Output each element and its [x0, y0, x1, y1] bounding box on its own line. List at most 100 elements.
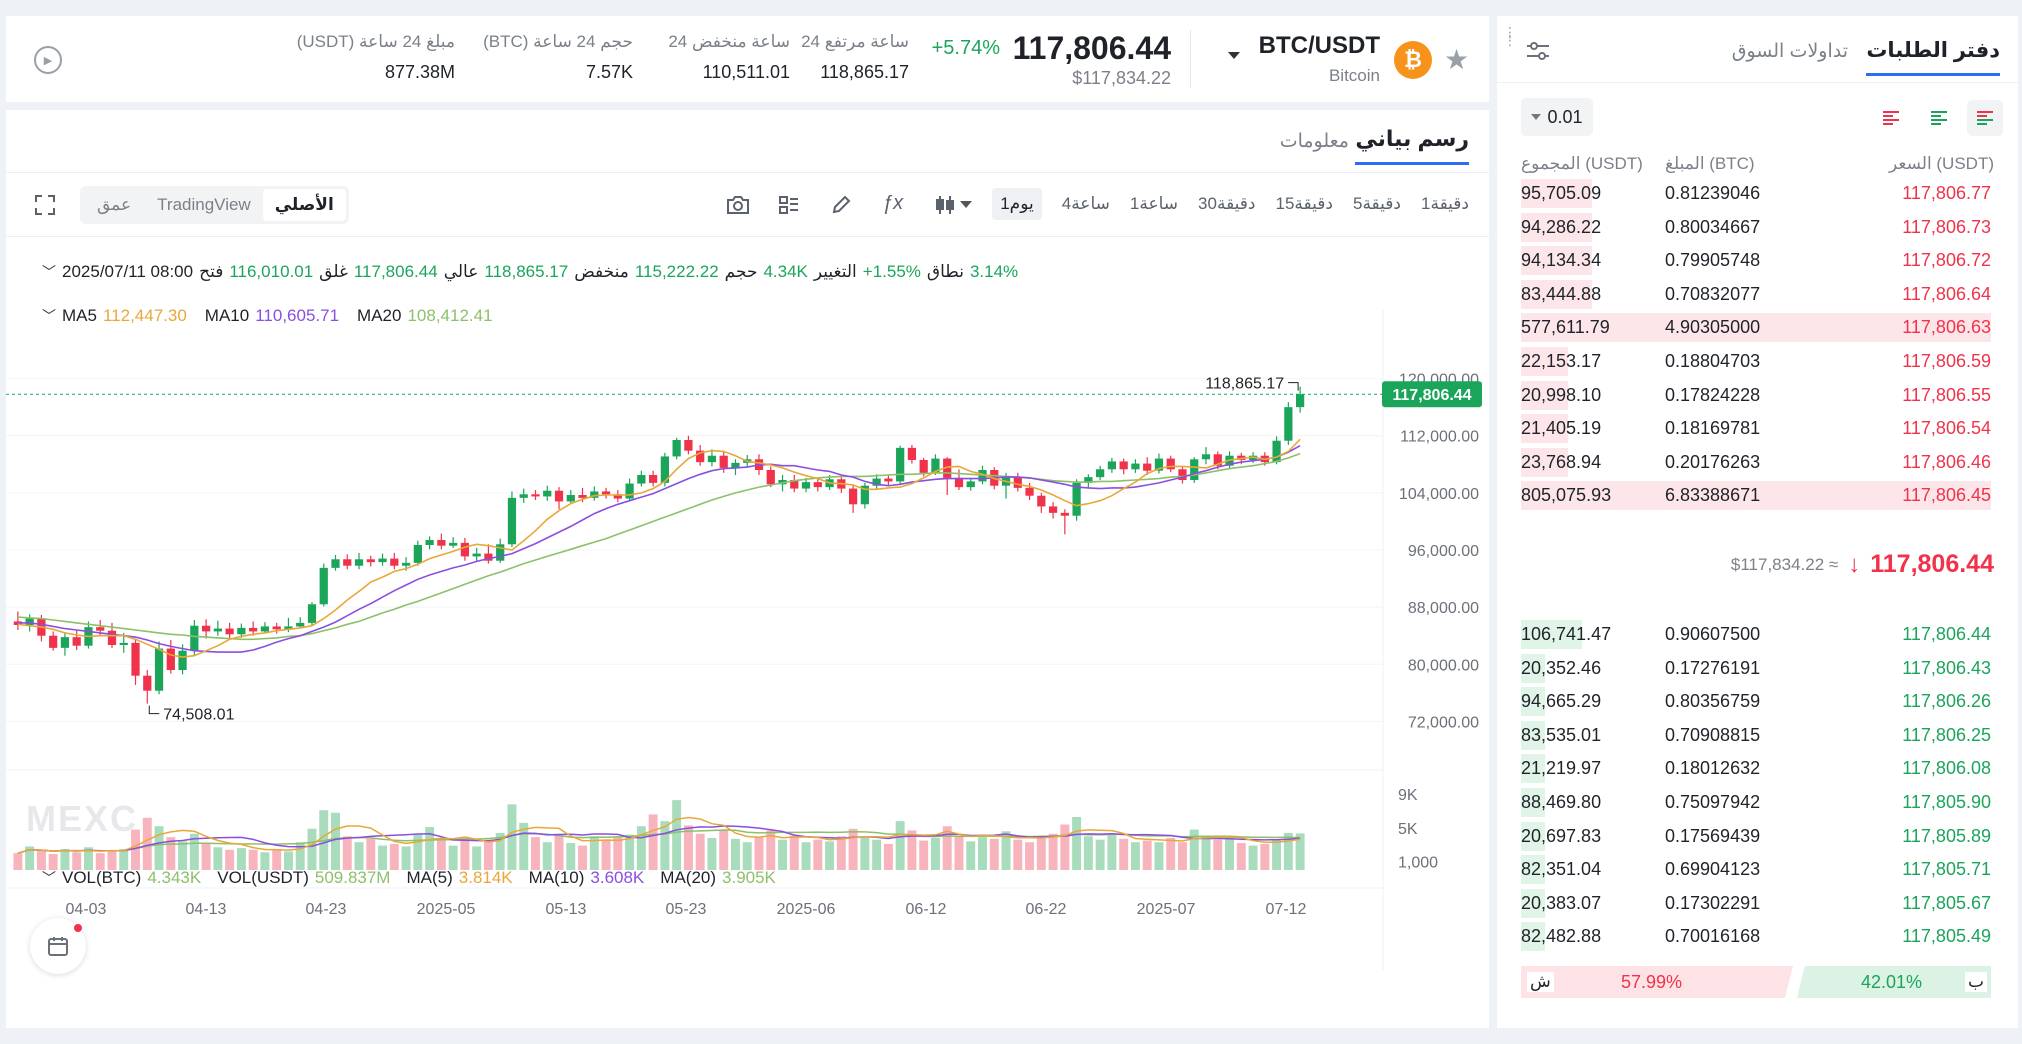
ask-row[interactable]: 21,405.19 0.18169781 117,806.54: [1521, 412, 1991, 445]
ask-row[interactable]: 20,998.10 0.17824228 117,806.55: [1521, 379, 1991, 412]
interval-15m[interactable]: 15دقيقة: [1275, 194, 1333, 213]
volume-bar: [625, 834, 635, 870]
collapse-chevron-icon[interactable]: ﹀: [42, 870, 56, 886]
x-tick-label: 2025-07: [1137, 901, 1196, 918]
interval-more-chevron-icon[interactable]: [960, 200, 973, 208]
bid-row[interactable]: 21,219.97 0.18012632 117,806.08: [1521, 752, 1991, 785]
order-price: 117,805.67: [1902, 892, 1991, 913]
tab-info[interactable]: معلومات: [1279, 131, 1349, 152]
volume-bar: [189, 833, 199, 870]
pair-name: BTC/USDT: [1258, 32, 1380, 59]
x-tick-label: 07-12: [1266, 901, 1307, 918]
ask-row[interactable]: 22,153.17 0.18804703 117,806.59: [1521, 345, 1991, 378]
calendar-icon[interactable]: [30, 918, 86, 974]
depth-bar: [1521, 212, 1592, 242]
sell-percent: 57.99%: [1621, 972, 1683, 992]
bid-row[interactable]: 82,482.88 0.70016168 117,805.49: [1521, 920, 1991, 953]
volume-bar: [1119, 838, 1129, 870]
volume-bar: [507, 804, 517, 870]
order-price: 117,806.73: [1902, 216, 1991, 237]
fullscreen-icon[interactable]: [34, 194, 56, 221]
ask-row[interactable]: 95,705.09 0.81239046 117,806.77: [1521, 177, 1991, 210]
volume-bar: [554, 835, 564, 870]
bids-list: 106,741.47 0.90607500 117,806.44 20,352.46 0…: [1521, 618, 1991, 958]
bid-row[interactable]: 83,535.01 0.70908815 117,806.25: [1521, 719, 1991, 752]
volume-bar: [260, 852, 270, 870]
y-tick-label: 112,000.00: [1400, 429, 1479, 446]
ask-row[interactable]: 805,075.93 6.83388671 117,806.45: [1521, 479, 1991, 512]
candle-body: [813, 482, 822, 488]
layout-grid-icon[interactable]: [778, 194, 800, 221]
interval-1h[interactable]: 1ساعة: [1129, 194, 1179, 213]
settings-sliders-icon[interactable]: [1525, 38, 1551, 69]
bid-row[interactable]: 82,351.04 0.69904123 117,805.71: [1521, 853, 1991, 886]
favorite-star-icon[interactable]: ★: [1444, 44, 1470, 75]
precision-select[interactable]: 0.01: [1521, 98, 1593, 136]
view-asks-icon[interactable]: [1873, 100, 1909, 136]
depth-bar: [1521, 754, 1545, 784]
ask-row[interactable]: 23,768.94 0.20176263 117,806.46: [1521, 446, 1991, 479]
ask-row[interactable]: 83,444.88 0.70832077 117,806.64: [1521, 278, 1991, 311]
interval-1m[interactable]: 1دقيقة: [1420, 194, 1469, 213]
order-amount: 0.17569439: [1665, 825, 1761, 846]
depth-bar: [1521, 481, 1991, 511]
price-chart[interactable]: 120,000.00112,000.00104,000.0096,000.008…: [6, 310, 1489, 970]
view-both-icon[interactable]: [1967, 100, 2003, 136]
interval-30m[interactable]: 30دقيقة: [1198, 194, 1256, 213]
play-icon[interactable]: ▶: [34, 46, 62, 74]
order-price: 117,806.63: [1902, 317, 1991, 338]
vol-tick-label: 5K: [1398, 821, 1418, 838]
order-book-panel: دفتر الطلبات تداولات السوق ⋮ ⋮ 0.01 السعر…: [1497, 16, 2018, 1028]
order-total: 577,611.79: [1521, 317, 1610, 338]
volume-bar: [707, 838, 717, 870]
view-tradingview[interactable]: TradingView: [157, 195, 251, 214]
tab-market-trades[interactable]: تداولات السوق: [1731, 41, 1848, 62]
bid-row[interactable]: 94,665.29 0.80356759 117,806.26: [1521, 685, 1991, 718]
candle-body: [1201, 454, 1211, 460]
ask-row[interactable]: 577,611.79 4.90305000 117,806.63: [1521, 311, 1991, 344]
order-amount: 0.69904123: [1665, 859, 1761, 880]
order-total: 23,768.94: [1521, 451, 1602, 472]
candle-type-icon[interactable]: [934, 194, 956, 216]
tab-chart[interactable]: رسم بياني: [1355, 126, 1469, 165]
indicator-fx-icon[interactable]: ƒx: [882, 192, 904, 214]
view-depth[interactable]: عمق: [97, 195, 132, 214]
ask-row[interactable]: 94,286.22 0.80034667 117,806.73: [1521, 211, 1991, 244]
view-bids-icon[interactable]: [1921, 100, 1957, 136]
volume-bar: [825, 841, 835, 870]
tab-order-book[interactable]: دفتر الطلبات: [1866, 38, 2000, 76]
bid-row[interactable]: 20,352.46 0.17276191 117,806.43: [1521, 652, 1991, 685]
candle-body: [496, 544, 505, 561]
collapse-chevron-icon[interactable]: ﹀: [42, 308, 56, 324]
volume-bar: [95, 853, 105, 870]
candle-body: [943, 458, 952, 478]
interval-4h[interactable]: 4ساعة: [1061, 194, 1110, 213]
order-price: 117,806.46: [1902, 451, 1991, 472]
interval-1d[interactable]: 1يوم: [992, 188, 1042, 220]
bid-row[interactable]: 20,697.83 0.17569439 117,805.89: [1521, 820, 1991, 853]
x-tick-label: 06-12: [906, 901, 947, 918]
order-price: 117,806.55: [1902, 384, 1991, 405]
pair-selector[interactable]: BTC/USDT Bitcoin: [1220, 30, 1380, 90]
order-total: 94,134.34: [1521, 250, 1602, 271]
drag-handle-icon[interactable]: ⋮ ⋮: [1503, 24, 1517, 48]
collapse-chevron-icon[interactable]: ﹀: [42, 264, 56, 280]
volume-bar: [495, 832, 505, 870]
bid-row[interactable]: 88,469.80 0.75097942 117,805.90: [1521, 786, 1991, 819]
bid-row[interactable]: 106,741.47 0.90607500 117,806.44: [1521, 618, 1991, 651]
view-original[interactable]: الأصلي: [262, 189, 346, 221]
camera-icon[interactable]: [726, 194, 750, 221]
coin-name: Bitcoin: [1328, 66, 1380, 85]
volume-bar: [1166, 838, 1176, 870]
candle-body: [613, 494, 622, 499]
bid-row[interactable]: 20,383.07 0.17302291 117,805.67: [1521, 887, 1991, 920]
divider: [6, 172, 1489, 173]
interval-5m[interactable]: 5دقيقة: [1352, 194, 1401, 213]
depth-bar: [1521, 447, 1568, 477]
volume-bar: [236, 848, 246, 870]
draw-pencil-icon[interactable]: [830, 194, 852, 221]
order-total: 94,665.29: [1521, 691, 1602, 712]
ask-row[interactable]: 94,134.34 0.79905748 117,806.72: [1521, 244, 1991, 277]
candle-body: [684, 440, 693, 451]
volume-bar: [566, 843, 576, 870]
